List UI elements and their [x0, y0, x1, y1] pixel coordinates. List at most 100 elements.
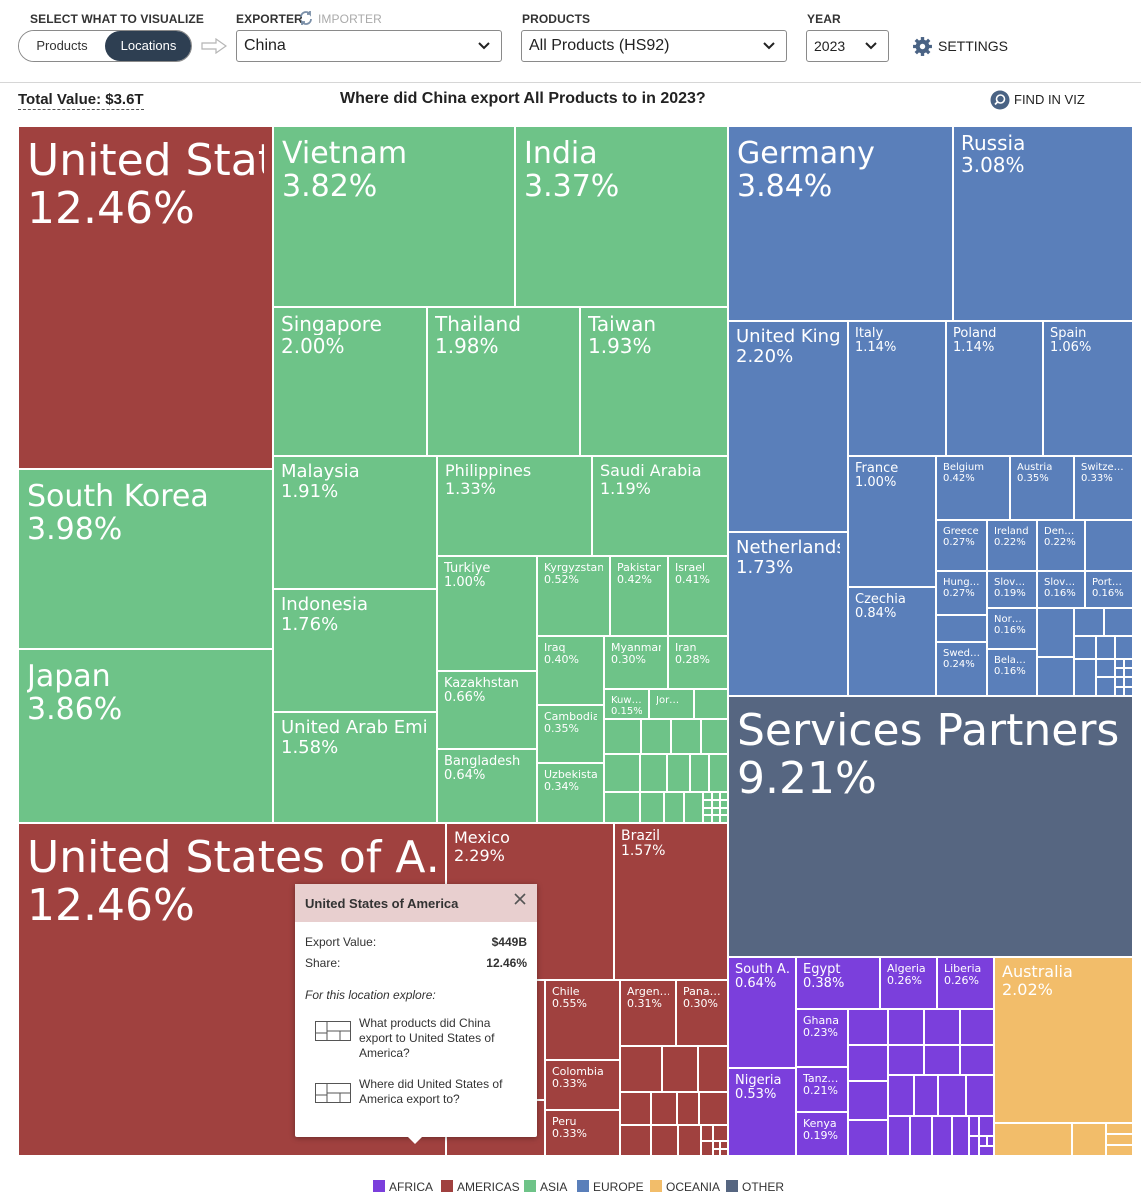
treemap-tile-minor[interactable] [1037, 657, 1074, 696]
treemap-tile-minor[interactable] [1115, 677, 1124, 687]
treemap-tile-minor[interactable] [620, 1092, 651, 1125]
treemap-tile-minor[interactable] [888, 1009, 924, 1045]
treemap-tile[interactable]: Saudi Arabia 1.19% [592, 456, 728, 556]
treemap-tile[interactable]: Argen… 0.31% [620, 980, 676, 1046]
treemap-tile[interactable]: Japan 3.86% [18, 649, 273, 823]
treemap-tile-minor[interactable] [1096, 636, 1115, 659]
treemap-tile-minor[interactable] [969, 1136, 979, 1156]
importer-label[interactable]: IMPORTER [318, 12, 382, 26]
treemap-tile-minor[interactable] [713, 1149, 720, 1156]
treemap-tile[interactable]: Israel 0.41% [668, 556, 728, 636]
treemap-tile-minor[interactable] [703, 792, 712, 800]
treemap-tile-minor[interactable] [848, 1120, 888, 1156]
treemap-tile-minor[interactable] [712, 800, 720, 808]
treemap-tile[interactable]: Turkiye 1.00% [437, 556, 537, 671]
treemap-tile-minor[interactable] [1115, 659, 1124, 668]
treemap-tile-minor[interactable] [640, 792, 664, 823]
treemap-tile[interactable]: Iraq 0.40% [537, 636, 604, 705]
treemap-tile-minor[interactable] [620, 1125, 651, 1156]
treemap-tile[interactable]: Chile 0.55% [545, 980, 620, 1060]
treemap-tile-minor[interactable] [987, 1136, 994, 1146]
treemap-tile-minor[interactable] [720, 815, 728, 823]
treemap-tile[interactable]: Pana… 0.30% [676, 980, 728, 1046]
treemap-tile[interactable]: Slov… 0.16% [1037, 571, 1085, 608]
treemap-tile-minor[interactable] [712, 808, 720, 815]
treemap-tile-minor[interactable] [1074, 636, 1096, 659]
close-icon[interactable] [513, 892, 527, 906]
treemap-tile-minor[interactable] [1085, 520, 1133, 571]
treemap-tile-minor[interactable] [677, 1092, 699, 1125]
treemap-tile-minor[interactable] [888, 1075, 914, 1116]
treemap-tile[interactable]: Spain 1.06% [1043, 321, 1133, 456]
treemap-tile[interactable]: Kenya 0.19% [796, 1112, 848, 1156]
treemap-tile[interactable]: United States of A…12.46% [18, 126, 273, 469]
treemap-tile-minor[interactable] [671, 719, 701, 754]
treemap-tile-minor[interactable] [684, 792, 703, 823]
treemap-tile[interactable]: Pakistan 0.42% [610, 556, 668, 636]
treemap-tile[interactable]: United King…2.20% [728, 321, 848, 532]
treemap-tile[interactable]: India 3.37% [515, 126, 728, 307]
treemap-tile[interactable]: Peru 0.33% [545, 1110, 620, 1156]
treemap-tile[interactable]: Poland 1.14% [946, 321, 1043, 456]
treemap-tile-minor[interactable] [979, 1116, 994, 1136]
treemap-tile[interactable]: Bangladesh 0.64% [437, 749, 537, 823]
treemap-tile-minor[interactable] [960, 1009, 994, 1045]
treemap-tile-minor[interactable] [604, 754, 640, 792]
exporter-select[interactable]: China [236, 30, 502, 62]
treemap-tile[interactable]: Kuw… 0.15% [604, 689, 649, 719]
treemap-tile-minor[interactable] [651, 1125, 678, 1156]
treemap-tile-minor[interactable] [604, 792, 640, 823]
treemap-tile-minor[interactable] [703, 800, 712, 808]
treemap-tile-minor[interactable] [664, 792, 684, 823]
treemap-tile-minor[interactable] [1124, 687, 1133, 696]
treemap-tile[interactable]: Algeria 0.26% [880, 957, 937, 1009]
treemap-tile-minor[interactable] [651, 1092, 677, 1125]
treemap-tile[interactable]: Australia 2.02% [994, 957, 1133, 1123]
treemap-tile-minor[interactable] [952, 1116, 969, 1156]
treemap-tile-minor[interactable] [678, 1125, 701, 1156]
treemap-tile[interactable]: Thailand 1.98% [427, 307, 580, 456]
treemap-tile[interactable]: France 1.00% [848, 456, 936, 587]
explore-products-link[interactable]: What products did China export to United… [315, 1016, 525, 1064]
total-value[interactable]: Total Value: $3.6T [18, 91, 144, 110]
treemap-tile-minor[interactable] [938, 1075, 966, 1116]
treemap-tile[interactable]: Bela… 0.16% [987, 649, 1037, 696]
treemap-tile-minor[interactable] [701, 1125, 713, 1141]
treemap-tile-minor[interactable] [914, 1075, 938, 1116]
treemap-tile[interactable]: Kazakhstan 0.66% [437, 671, 537, 749]
treemap-tile[interactable]: Hung… 0.27% [936, 571, 987, 615]
treemap-tile[interactable]: Indonesia 1.76% [273, 589, 437, 712]
treemap-tile-minor[interactable] [662, 1046, 698, 1092]
treemap-tile[interactable]: Switze… 0.33% [1074, 456, 1133, 520]
swap-icon[interactable] [298, 10, 314, 26]
treemap-tile[interactable]: Egypt 0.38% [796, 957, 880, 1009]
treemap-tile-minor[interactable] [848, 1009, 888, 1045]
treemap-tile-minor[interactable] [1106, 1134, 1133, 1145]
treemap-tile-minor[interactable] [1124, 677, 1133, 687]
explore-locations-link[interactable]: Where did United States of America expor… [315, 1077, 525, 1111]
treemap-tile-minor[interactable] [720, 808, 728, 815]
treemap-tile-minor[interactable] [1072, 1123, 1106, 1156]
treemap-tile-minor[interactable] [694, 689, 728, 719]
treemap-tile-minor[interactable] [1115, 668, 1124, 677]
treemap-tile-minor[interactable] [848, 1045, 888, 1081]
treemap-tile[interactable]: Malaysia 1.91% [273, 456, 437, 589]
treemap-tile-minor[interactable] [1115, 687, 1124, 696]
treemap-tile[interactable]: United Arab Emirates1.58% [273, 712, 437, 823]
treemap-tile-minor[interactable] [703, 815, 712, 823]
treemap-tile-minor[interactable] [641, 719, 671, 754]
treemap-tile[interactable]: Italy 1.14% [848, 321, 946, 456]
treemap-tile-minor[interactable] [979, 1146, 994, 1156]
treemap-tile-minor[interactable] [604, 719, 641, 754]
treemap-tile-minor[interactable] [1106, 1123, 1133, 1134]
treemap-tile[interactable]: Ireland 0.22% [987, 520, 1037, 571]
treemap-tile-minor[interactable] [1124, 668, 1133, 677]
treemap-tile-minor[interactable] [701, 719, 728, 754]
treemap-tile-minor[interactable] [690, 754, 709, 792]
treemap-tile-minor[interactable] [848, 1081, 888, 1120]
treemap-tile-minor[interactable] [936, 615, 987, 642]
treemap-tile-minor[interactable] [1124, 659, 1133, 668]
treemap-tile[interactable]: Myanmar 0.30% [604, 636, 668, 689]
treemap-tile[interactable]: Kyrgyzstan 0.52% [537, 556, 610, 636]
treemap-tile-minor[interactable] [969, 1116, 979, 1136]
